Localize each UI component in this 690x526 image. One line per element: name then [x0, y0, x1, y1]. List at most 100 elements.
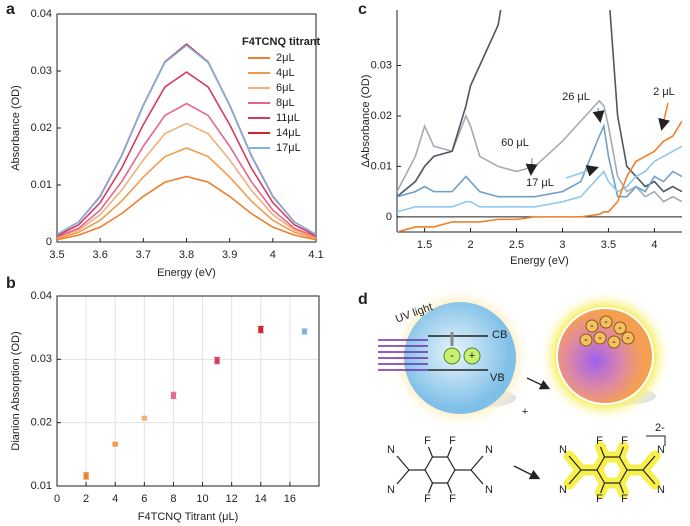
plus-sign: +	[522, 406, 528, 418]
vb-label: VB	[490, 372, 505, 384]
charges: - - -- - - -	[579, 315, 635, 349]
electron-sign: -	[598, 332, 602, 344]
panel-label: c	[358, 1, 367, 18]
x-tick-label: 2	[467, 239, 473, 251]
cb-label: CB	[492, 329, 507, 341]
point	[83, 473, 89, 479]
atom-f: F	[449, 493, 456, 505]
x-tick-label: 3.7	[136, 249, 151, 261]
hole-sign: +	[469, 350, 475, 362]
electron	[613, 321, 627, 335]
bond	[446, 446, 453, 458]
plot-frame	[56, 295, 320, 487]
bond	[427, 446, 434, 458]
x-tick-label: 2.5	[509, 239, 524, 251]
atom-n: N	[387, 444, 395, 456]
atom-f: F	[596, 493, 603, 505]
plot-area	[57, 43, 316, 241]
electron-sign: -	[604, 316, 608, 328]
x-tick-label: 14	[255, 493, 267, 505]
y-tick-label: 0.01	[31, 480, 52, 492]
series-label: 17 μL	[526, 177, 554, 189]
legend-label: 6μL	[276, 82, 295, 94]
atom-f: F	[621, 493, 628, 505]
bond	[446, 469, 456, 484]
bond	[424, 469, 434, 484]
bond	[424, 456, 434, 471]
arrow	[513, 465, 541, 480]
bond	[470, 469, 484, 485]
point	[301, 328, 307, 334]
series-label: 60 μL	[501, 137, 529, 149]
plot-frame	[56, 13, 317, 243]
line	[397, 99, 682, 203]
series-label: 26 μL	[562, 91, 590, 103]
panel-label: a	[6, 1, 15, 18]
bond	[446, 456, 456, 471]
bond	[596, 456, 606, 471]
x-tick-label: 3.6	[93, 249, 108, 261]
y-axis-label: Dianion Absorption (OD)	[10, 331, 22, 450]
y-axis-label: ΔAbsorbance (OD)	[360, 75, 372, 168]
x-tick-label: 3.9	[222, 249, 237, 261]
legend-label: 14μL	[276, 127, 301, 139]
electron-sign: -	[584, 334, 588, 346]
line	[397, 123, 682, 198]
bond	[396, 455, 410, 471]
legend-title: F4TCNQ titrant	[242, 36, 321, 48]
electron-sign: -	[612, 336, 616, 348]
electron	[607, 335, 621, 349]
y-tick-label: 0.01	[31, 179, 52, 191]
line	[57, 102, 316, 238]
x-tick-label: 1.5	[417, 239, 432, 251]
line	[397, 120, 682, 232]
bond	[596, 469, 606, 484]
electron-sign: -	[626, 332, 630, 344]
x-tick-label: 6	[141, 493, 147, 505]
arrow	[526, 377, 551, 390]
y-tick-label: 0	[46, 236, 52, 248]
x-tick-label: 3.5	[601, 239, 616, 251]
legend-label: 8μL	[276, 97, 295, 109]
y-tick-label: 0.02	[31, 122, 52, 134]
y-tick-label: 0	[386, 211, 392, 223]
atom-n: N	[485, 484, 493, 496]
x-tick-label: 12	[226, 493, 238, 505]
charge-label: 2-	[655, 422, 665, 434]
x-tick-label: 3.8	[179, 249, 194, 261]
atom-f: F	[424, 435, 431, 447]
line	[57, 175, 316, 241]
y-tick-label: 0.03	[371, 59, 392, 71]
electron	[585, 319, 599, 333]
bond	[568, 469, 582, 485]
x-tick-label: 0	[54, 493, 60, 505]
atom-f: F	[449, 435, 456, 447]
x-axis-label: F4TCNQ Titrant (μL)	[138, 511, 238, 523]
atom-n: N	[485, 444, 493, 456]
x-tick-label: 16	[284, 493, 296, 505]
uv-rays	[378, 339, 428, 371]
line	[57, 71, 316, 237]
electron-sign: -	[450, 350, 454, 362]
y-tick-label: 0.03	[31, 65, 52, 77]
x-tick-label: 3.5	[49, 249, 64, 261]
x-tick-label: 4	[112, 493, 118, 505]
electron	[599, 315, 613, 329]
x-tick-label: 4	[270, 249, 276, 261]
atom-f: F	[424, 493, 431, 505]
point	[112, 441, 118, 447]
electron	[443, 347, 461, 365]
y-tick-label: 0.04	[31, 290, 52, 302]
bond	[618, 456, 628, 471]
electron	[621, 331, 635, 345]
line	[397, 10, 682, 198]
panel-label: d	[358, 291, 368, 308]
atom-n: N	[559, 484, 567, 496]
x-tick-label: 2	[83, 493, 89, 505]
atom-f: F	[596, 435, 603, 447]
bond	[427, 482, 434, 494]
hole	[463, 347, 481, 365]
bond	[568, 455, 582, 471]
